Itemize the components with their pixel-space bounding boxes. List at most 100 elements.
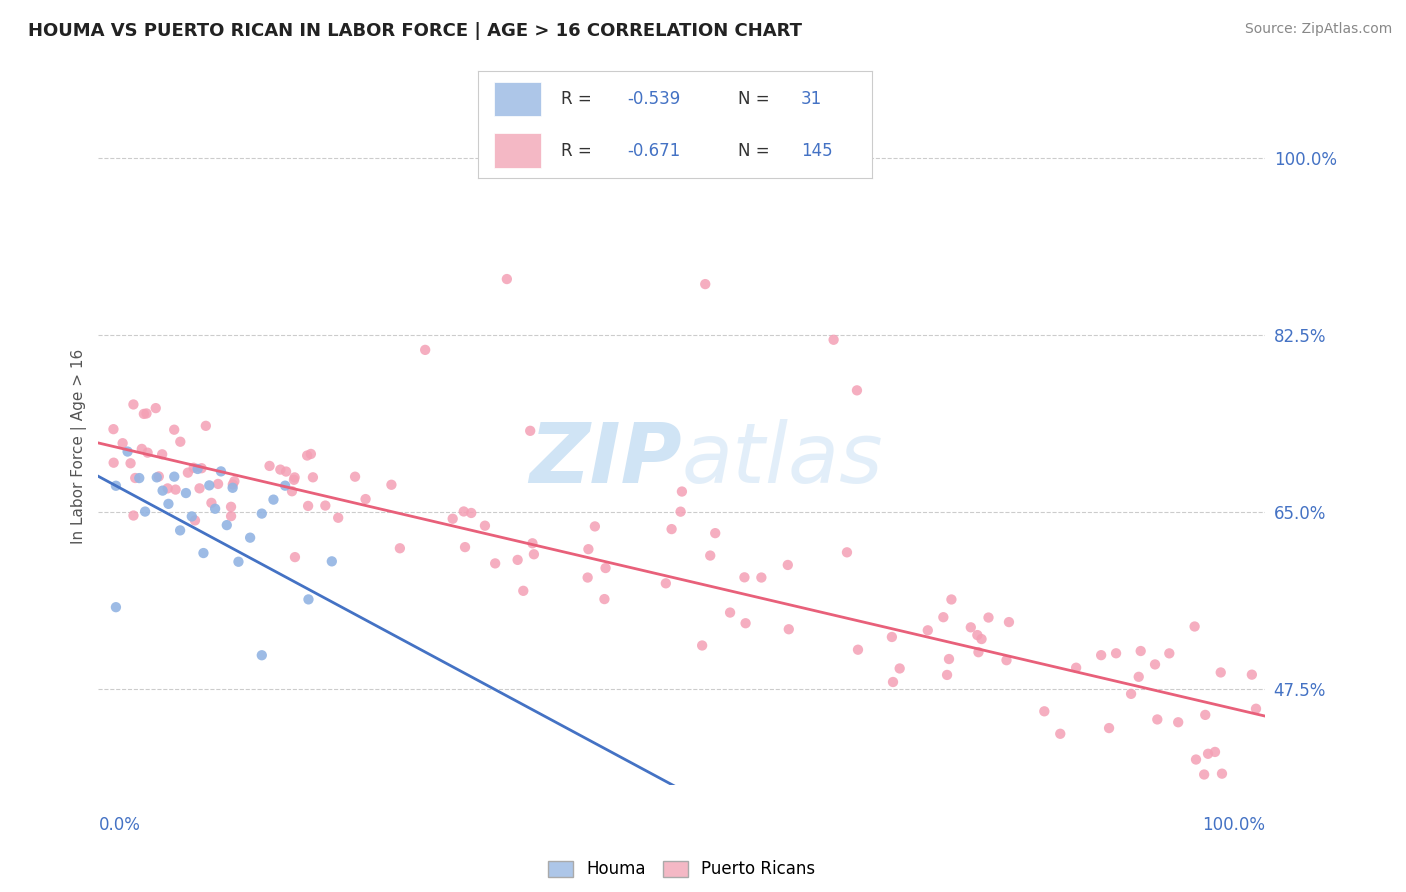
- Point: [506, 553, 529, 567]
- Point: [174, 486, 197, 500]
- Point: [835, 545, 858, 559]
- Point: [734, 616, 756, 631]
- Point: [180, 509, 202, 524]
- Point: [846, 642, 869, 657]
- Point: [695, 277, 717, 292]
- Point: [484, 557, 506, 571]
- Point: [284, 470, 307, 484]
- Point: [959, 620, 981, 634]
- Point: [200, 496, 222, 510]
- Point: [671, 484, 693, 499]
- Point: [344, 469, 367, 483]
- Text: HOUMA VS PUERTO RICAN IN LABOR FORCE | AGE > 16 CORRELATION CHART: HOUMA VS PUERTO RICAN IN LABOR FORCE | A…: [28, 22, 801, 40]
- Point: [380, 477, 402, 491]
- Point: [169, 434, 191, 449]
- Point: [882, 675, 904, 690]
- Point: [690, 639, 713, 653]
- Text: N =: N =: [738, 90, 775, 108]
- Point: [593, 592, 616, 607]
- Point: [215, 518, 238, 533]
- Point: [655, 576, 678, 591]
- Point: [198, 478, 221, 492]
- Point: [718, 606, 741, 620]
- Point: [132, 407, 155, 421]
- Text: 145: 145: [801, 142, 832, 160]
- Point: [219, 500, 242, 514]
- Point: [274, 465, 297, 479]
- Point: [880, 630, 903, 644]
- Point: [1064, 661, 1087, 675]
- Point: [967, 645, 990, 659]
- Point: [1194, 707, 1216, 722]
- Point: [1211, 766, 1233, 780]
- Text: 100.0%: 100.0%: [1202, 816, 1265, 834]
- Point: [699, 549, 721, 563]
- Point: [1184, 619, 1206, 633]
- Point: [283, 473, 305, 487]
- Point: [932, 610, 955, 624]
- Y-axis label: In Labor Force | Age > 16: In Labor Force | Age > 16: [72, 349, 87, 543]
- Point: [224, 475, 246, 489]
- Point: [917, 624, 939, 638]
- Point: [1129, 644, 1152, 658]
- Point: [204, 501, 226, 516]
- Point: [299, 447, 322, 461]
- Point: [250, 648, 273, 663]
- Point: [1240, 667, 1263, 681]
- Point: [1197, 747, 1219, 761]
- Point: [441, 512, 464, 526]
- Point: [941, 592, 963, 607]
- Point: [219, 509, 242, 524]
- Point: [131, 442, 153, 456]
- Point: [583, 519, 606, 533]
- Text: R =: R =: [561, 90, 596, 108]
- Point: [222, 477, 245, 491]
- Point: [823, 333, 845, 347]
- Point: [1105, 646, 1128, 660]
- Text: N =: N =: [738, 142, 775, 160]
- Point: [163, 423, 186, 437]
- Text: 0.0%: 0.0%: [98, 816, 141, 834]
- Point: [120, 456, 142, 470]
- Point: [661, 522, 683, 536]
- Point: [111, 436, 134, 450]
- Point: [150, 447, 173, 461]
- Point: [221, 481, 243, 495]
- Point: [704, 526, 727, 541]
- Point: [259, 458, 281, 473]
- Text: ZIP: ZIP: [529, 419, 682, 500]
- Point: [152, 483, 174, 498]
- Point: [295, 449, 318, 463]
- Point: [284, 550, 307, 565]
- Point: [474, 518, 496, 533]
- Point: [103, 456, 125, 470]
- Point: [519, 424, 541, 438]
- Point: [576, 570, 599, 584]
- Point: [124, 471, 146, 485]
- Point: [1146, 713, 1168, 727]
- Point: [134, 505, 156, 519]
- Point: [297, 592, 319, 607]
- Point: [938, 652, 960, 666]
- Legend: Houma, Puerto Ricans: Houma, Puerto Ricans: [541, 854, 823, 885]
- Point: [146, 470, 169, 484]
- Point: [145, 401, 167, 416]
- Point: [328, 510, 350, 524]
- Point: [778, 622, 800, 636]
- Point: [776, 558, 799, 572]
- Point: [453, 504, 475, 518]
- Text: -0.539: -0.539: [627, 90, 681, 108]
- Point: [512, 583, 534, 598]
- Point: [846, 384, 869, 398]
- Point: [1049, 727, 1071, 741]
- Text: atlas: atlas: [682, 419, 883, 500]
- Point: [576, 542, 599, 557]
- Point: [995, 653, 1018, 667]
- Point: [1192, 767, 1215, 781]
- Point: [751, 570, 773, 584]
- Point: [966, 628, 988, 642]
- Point: [1159, 646, 1181, 660]
- Point: [177, 466, 200, 480]
- Point: [998, 615, 1021, 629]
- Text: 31: 31: [801, 90, 823, 108]
